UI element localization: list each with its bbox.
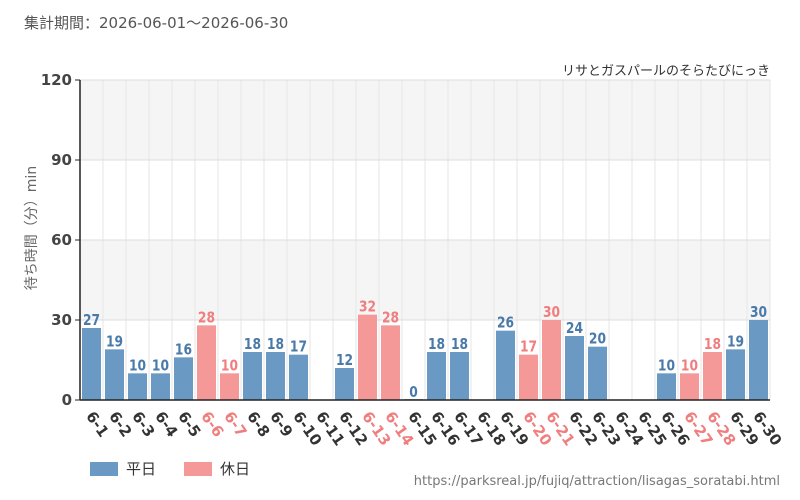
x-tick-label: 6-4: [151, 408, 181, 441]
bar: [450, 352, 469, 400]
bar: [588, 346, 607, 400]
bar: [82, 328, 101, 400]
x-tick-label: 6-7: [220, 408, 250, 441]
bar-value-label: 18: [428, 336, 445, 353]
x-tick-label: 6-1: [82, 408, 112, 441]
bar-value-label: 10: [129, 357, 146, 374]
bar-value-label: 30: [750, 304, 767, 321]
bar: [496, 330, 515, 400]
bar-value-label: 17: [520, 339, 537, 356]
bar-value-label: 18: [267, 336, 284, 353]
bar: [174, 357, 193, 400]
x-tick-label: 6-6: [197, 408, 227, 441]
bar-value-label: 18: [244, 336, 261, 353]
chart-title: リサとガスパールのそらたびにっき: [562, 64, 770, 79]
bar: [749, 320, 768, 400]
y-tick-label: 90: [51, 151, 72, 169]
bar-value-label: 19: [727, 333, 744, 350]
bar-value-label: 28: [198, 309, 215, 326]
y-tick-label: 120: [41, 71, 72, 89]
bar: [657, 373, 676, 400]
x-tick-label: 6-9: [266, 408, 296, 441]
bar: [151, 373, 170, 400]
bar-value-label: 10: [681, 357, 698, 374]
bar: [427, 352, 446, 400]
legend: 平日 休日: [90, 458, 250, 479]
source-url: https://parksreal.jp/fujiq/attraction/li…: [413, 474, 780, 489]
bar-value-label: 18: [451, 336, 468, 353]
bar-value-label: 32: [359, 299, 376, 316]
legend-label-holiday: 休日: [220, 460, 251, 478]
bar: [105, 349, 124, 400]
bar-value-label: 16: [175, 341, 192, 358]
x-tick-label: 6-8: [243, 408, 273, 441]
bar: [726, 349, 745, 400]
y-tick-label: 30: [51, 311, 72, 329]
bar-value-label: 18: [704, 336, 721, 353]
legend-label-weekday: 平日: [126, 460, 157, 478]
bar: [358, 314, 377, 400]
x-tick-label: 6-3: [128, 408, 158, 441]
bar: [335, 368, 354, 400]
bar: [565, 336, 584, 400]
bar-value-label: 24: [566, 320, 583, 337]
y-tick-label: 0: [62, 391, 72, 409]
x-tick-label: 6-5: [174, 408, 204, 441]
x-tick-label: 6-2: [105, 408, 135, 441]
bar: [266, 352, 285, 400]
bar-value-label: 27: [83, 312, 100, 329]
bar: [381, 325, 400, 400]
bar-value-label: 20: [589, 331, 606, 348]
legend-item-weekday: 平日: [90, 458, 156, 479]
bar: [519, 354, 538, 400]
bar-value-label: 26: [497, 315, 514, 332]
legend-swatch-holiday: [184, 461, 213, 476]
bar: [542, 320, 561, 400]
legend-item-holiday: 休日: [184, 458, 250, 479]
bar-value-label: 19: [106, 333, 123, 350]
bar-value-label: 28: [382, 309, 399, 326]
bar-value-label: 10: [658, 357, 675, 374]
bars-group: 27 19 10 10 16 28 10 18 18 17 12 32 28 0 18 18 26 17 30 24 2…: [82, 299, 768, 401]
bar-value-label: 17: [290, 339, 307, 356]
bar: [703, 352, 722, 400]
bar-value-label: 0: [409, 384, 418, 401]
bar: [289, 354, 308, 400]
bar: [197, 325, 216, 400]
y-tick-label: 60: [51, 231, 72, 249]
legend-swatch-weekday: [90, 461, 118, 476]
bar-value-label: 10: [221, 357, 238, 374]
bar: [680, 373, 699, 400]
bar-value-label: 30: [543, 304, 560, 321]
wait-time-chart: 27 19 10 10 16 28 10 18 18 17 12 32 28 0 18 18 26 17 30 24 2…: [24, 64, 786, 449]
bar-value-label: 10: [152, 357, 169, 374]
period-label: 集計期間：2026-06-01～2026-06-30: [24, 14, 289, 32]
bar: [128, 373, 147, 400]
bar: [220, 373, 239, 400]
y-axis-label: 待ち時間（分）min: [24, 166, 40, 290]
bar-value-label: 12: [336, 352, 353, 369]
bar: [243, 352, 262, 400]
